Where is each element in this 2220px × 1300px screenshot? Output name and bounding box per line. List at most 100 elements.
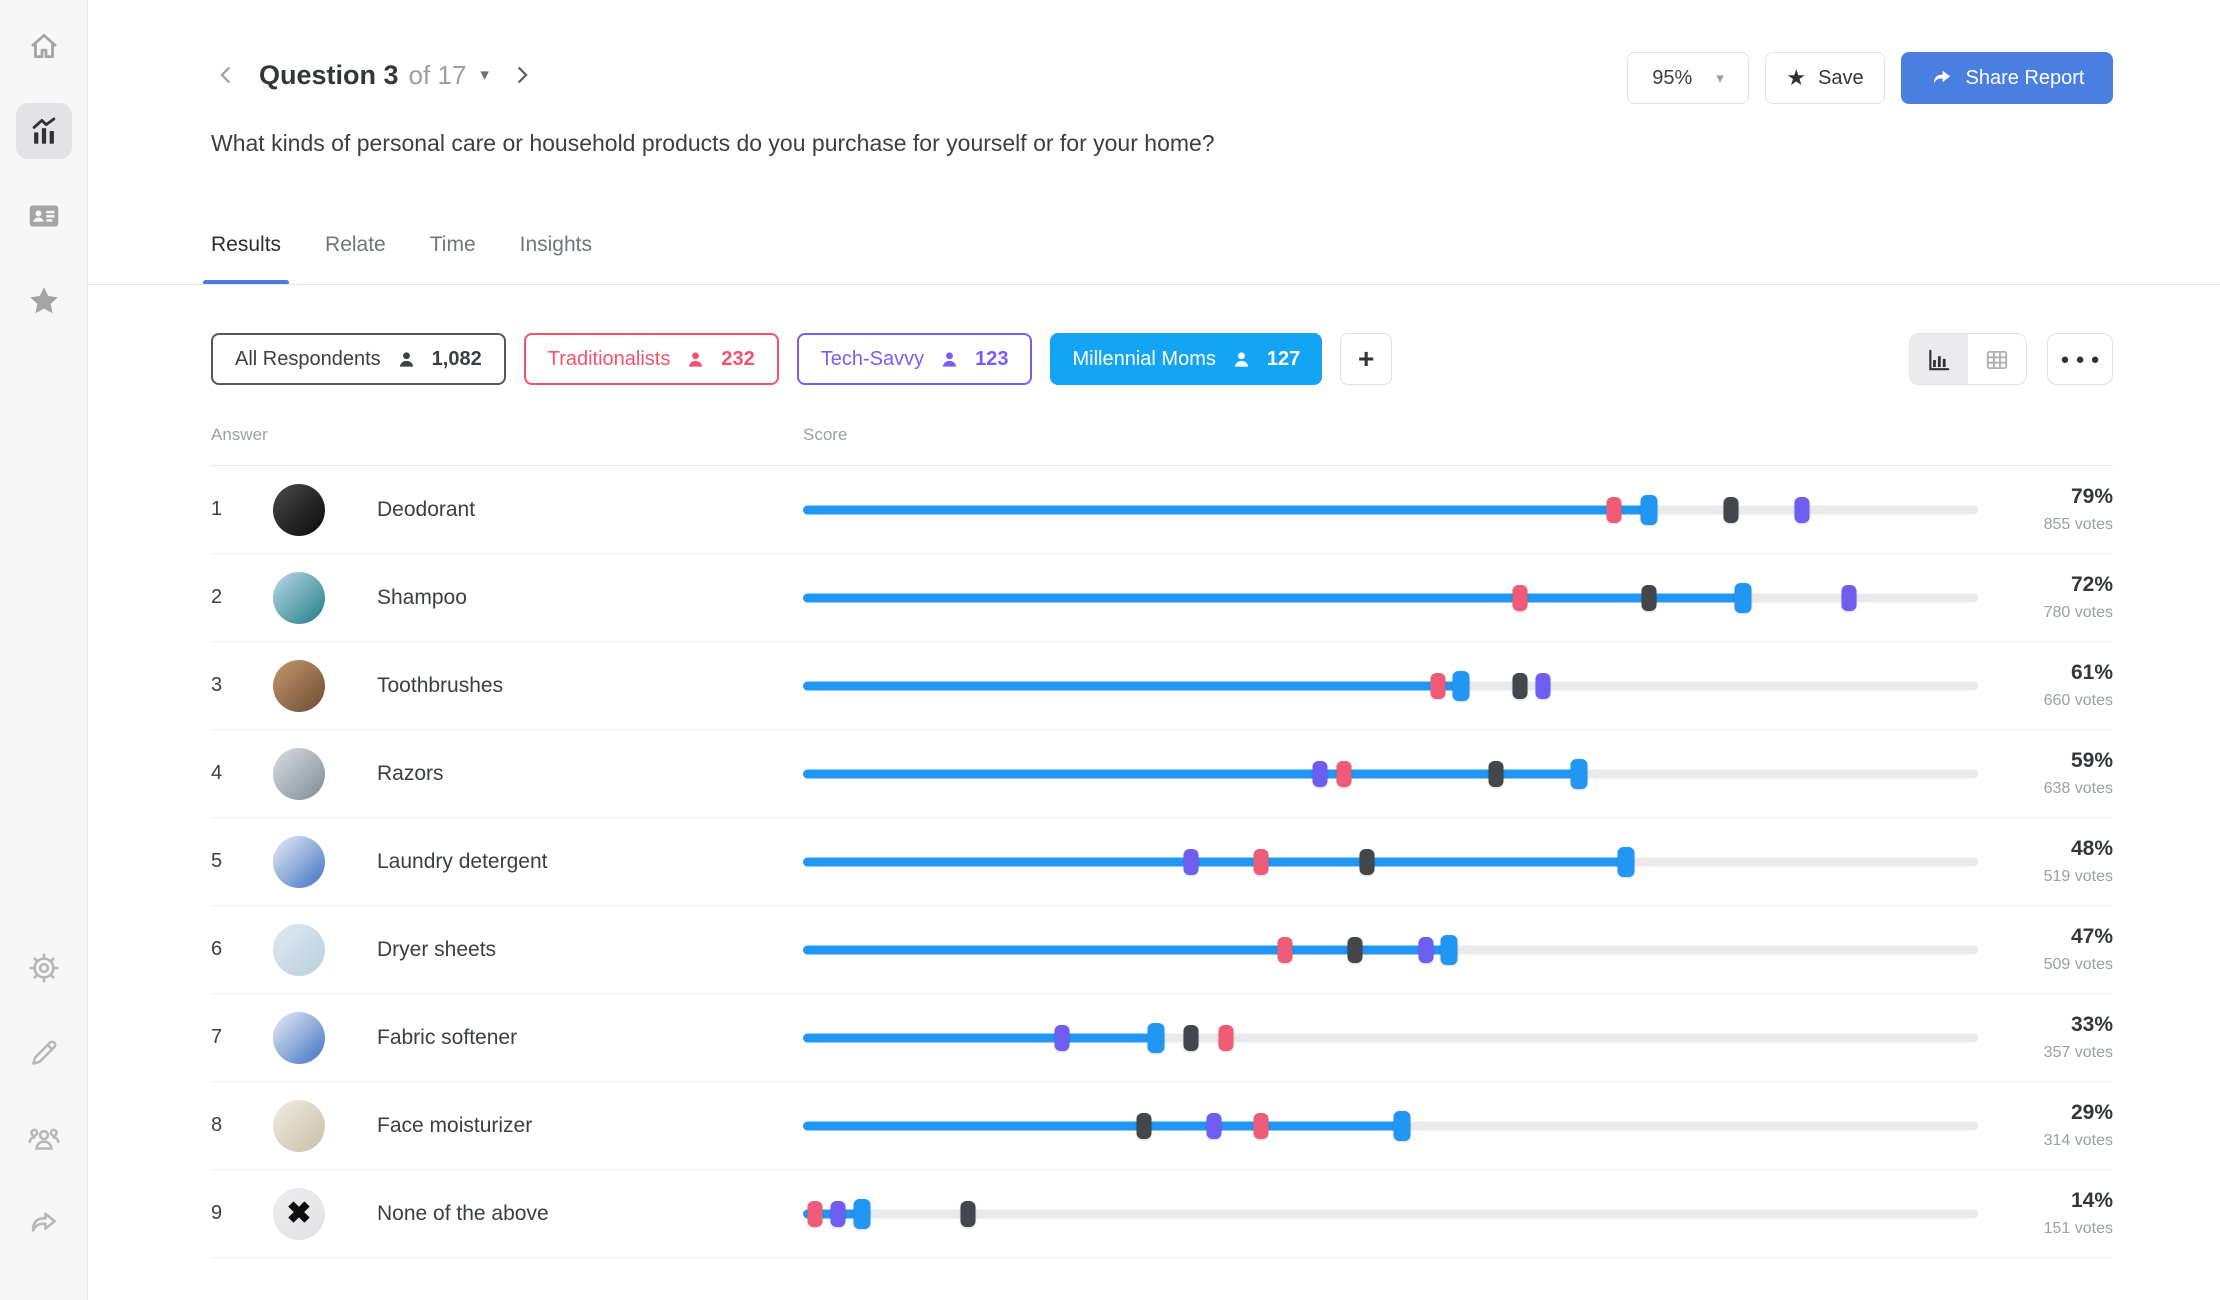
marker-tech-savvy[interactable] [1312, 760, 1328, 787]
marker-tech-savvy[interactable] [1183, 848, 1199, 875]
marker-tech-savvy[interactable] [1794, 496, 1810, 523]
bar-chart-icon [1929, 349, 1950, 371]
result-row: 8 Face moisturizer 29% 314 votes [211, 1082, 2113, 1170]
prev-question-button[interactable] [211, 60, 241, 90]
contact-card-icon [29, 205, 58, 227]
score-slider[interactable] [803, 842, 1978, 882]
answer-image [273, 923, 325, 976]
person-icon [399, 351, 413, 367]
gear-icon [28, 953, 59, 983]
answer-avatar-cell [273, 483, 351, 536]
question-dropdown-caret[interactable]: ▾ [480, 65, 489, 84]
tab-relate[interactable]: Relate [325, 233, 386, 256]
score-slider[interactable] [803, 1018, 1978, 1058]
marker-all-respondents[interactable] [1488, 760, 1504, 787]
sidebar-item-share[interactable] [16, 1195, 72, 1251]
chart-view-button[interactable] [1910, 334, 1968, 384]
score-votes: 314 votes [2043, 1132, 2113, 1149]
segment-chip-tech-savvy[interactable]: Tech-Savvy 123 [796, 333, 1033, 385]
marker-traditionalists[interactable] [807, 1200, 823, 1227]
marker-millennial-moms[interactable] [1734, 582, 1752, 613]
score-slider[interactable] [803, 490, 1978, 530]
result-row: 6 Dryer sheets 47% 509 votes [211, 906, 2113, 994]
results-rows: 1 Deodorant 79% 855 votes 2 Shampoo 72% 780 vot… [211, 466, 2113, 1258]
marker-tech-savvy[interactable] [1054, 1024, 1069, 1051]
marker-all-respondents[interactable] [1347, 936, 1363, 963]
marker-traditionalists[interactable] [1253, 848, 1269, 875]
marker-traditionalists[interactable] [1430, 672, 1445, 699]
answer-rank: 6 [211, 938, 223, 960]
marker-tech-savvy[interactable] [1418, 936, 1434, 963]
marker-tech-savvy[interactable] [1841, 584, 1857, 611]
table-view-button[interactable] [1968, 334, 2026, 384]
tab-time[interactable]: Time [429, 233, 476, 256]
score-slider[interactable] [803, 666, 1978, 706]
star-icon [29, 287, 58, 314]
chevron-right-icon [518, 67, 528, 83]
home-icon [30, 33, 57, 59]
sidebar-item-favorites[interactable] [16, 273, 72, 329]
marker-traditionalists[interactable] [1277, 936, 1293, 963]
marker-tech-savvy[interactable] [830, 1200, 846, 1227]
person-icon [689, 351, 703, 367]
results-table-header: Answer Score [211, 425, 2113, 466]
sidebar-item-home[interactable] [16, 18, 72, 74]
segment-chip-traditionalists[interactable]: Traditionalists 232 [523, 333, 779, 385]
confidence-select[interactable]: 95% ▾ [1627, 52, 1749, 104]
question-navigation: Question 3 of 17 ▾ [211, 52, 537, 98]
sidebar-item-contacts[interactable] [16, 188, 72, 244]
analytics-icon [32, 117, 55, 144]
marker-millennial-moms[interactable] [1617, 846, 1634, 877]
segment-chip-all-respondents[interactable]: All Respondents 1,082 [211, 333, 506, 385]
sidebar-item-analytics[interactable] [15, 103, 72, 159]
score-cell: 14% 151 votes [1978, 1189, 2113, 1238]
answer-image [273, 483, 325, 536]
score-votes: 660 votes [2043, 692, 2113, 709]
next-question-button[interactable] [507, 60, 537, 90]
score-slider[interactable] [803, 754, 1978, 794]
marker-traditionalists[interactable] [1606, 496, 1622, 523]
save-button[interactable]: ★ Save [1765, 52, 1885, 104]
score-slider[interactable] [803, 1106, 1978, 1146]
sidebar-item-settings[interactable] [16, 940, 72, 996]
marker-all-respondents[interactable] [1136, 1112, 1152, 1139]
marker-tech-savvy[interactable] [1535, 672, 1551, 699]
answer-image [273, 835, 325, 888]
marker-millennial-moms[interactable] [1393, 1110, 1411, 1141]
segment-label: Tech-Savvy [820, 347, 925, 370]
segment-chip-millennial-moms[interactable]: Millennial Moms 127 [1050, 333, 1323, 385]
score-slider[interactable] [803, 578, 1978, 618]
marker-millennial-moms[interactable] [1440, 934, 1458, 965]
sidebar-item-team[interactable] [16, 1110, 72, 1166]
marker-all-respondents[interactable] [960, 1200, 975, 1227]
top-actions: 95% ▾ ★ Save Share Report [1627, 52, 2113, 104]
results-table: Answer Score 1 Deodorant 79% 855 votes 2 Sham… [211, 425, 2113, 1258]
marker-all-respondents[interactable] [1723, 496, 1739, 523]
answer-rank: 3 [211, 674, 223, 696]
marker-all-respondents[interactable] [1512, 672, 1528, 699]
marker-traditionalists[interactable] [1336, 760, 1351, 787]
tab-insights[interactable]: Insights [519, 233, 592, 256]
marker-all-respondents[interactable] [1359, 848, 1375, 875]
share-report-button[interactable]: Share Report [1901, 52, 2113, 104]
pencil-icon [31, 1040, 56, 1065]
marker-tech-savvy[interactable] [1206, 1112, 1222, 1139]
more-options-button[interactable]: ●●● [2047, 333, 2113, 385]
score-percent: 47% [2070, 925, 2113, 948]
tab-results[interactable]: Results [202, 233, 290, 285]
answer-column-header: Answer [211, 425, 268, 444]
marker-millennial-moms[interactable] [1570, 758, 1587, 789]
marker-millennial-moms[interactable] [1452, 670, 1470, 701]
score-slider[interactable] [803, 1194, 1978, 1234]
marker-millennial-moms[interactable] [853, 1198, 871, 1229]
marker-millennial-moms[interactable] [1640, 494, 1658, 525]
marker-traditionalists[interactable] [1512, 584, 1528, 611]
marker-all-respondents[interactable] [1183, 1024, 1199, 1051]
marker-millennial-moms[interactable] [1147, 1022, 1164, 1053]
score-slider[interactable] [803, 930, 1978, 970]
marker-traditionalists[interactable] [1218, 1024, 1234, 1051]
add-segment-button[interactable]: + [1340, 333, 1393, 385]
sidebar-item-edit[interactable] [16, 1025, 72, 1081]
marker-all-respondents[interactable] [1641, 584, 1657, 611]
marker-traditionalists[interactable] [1253, 1112, 1269, 1139]
